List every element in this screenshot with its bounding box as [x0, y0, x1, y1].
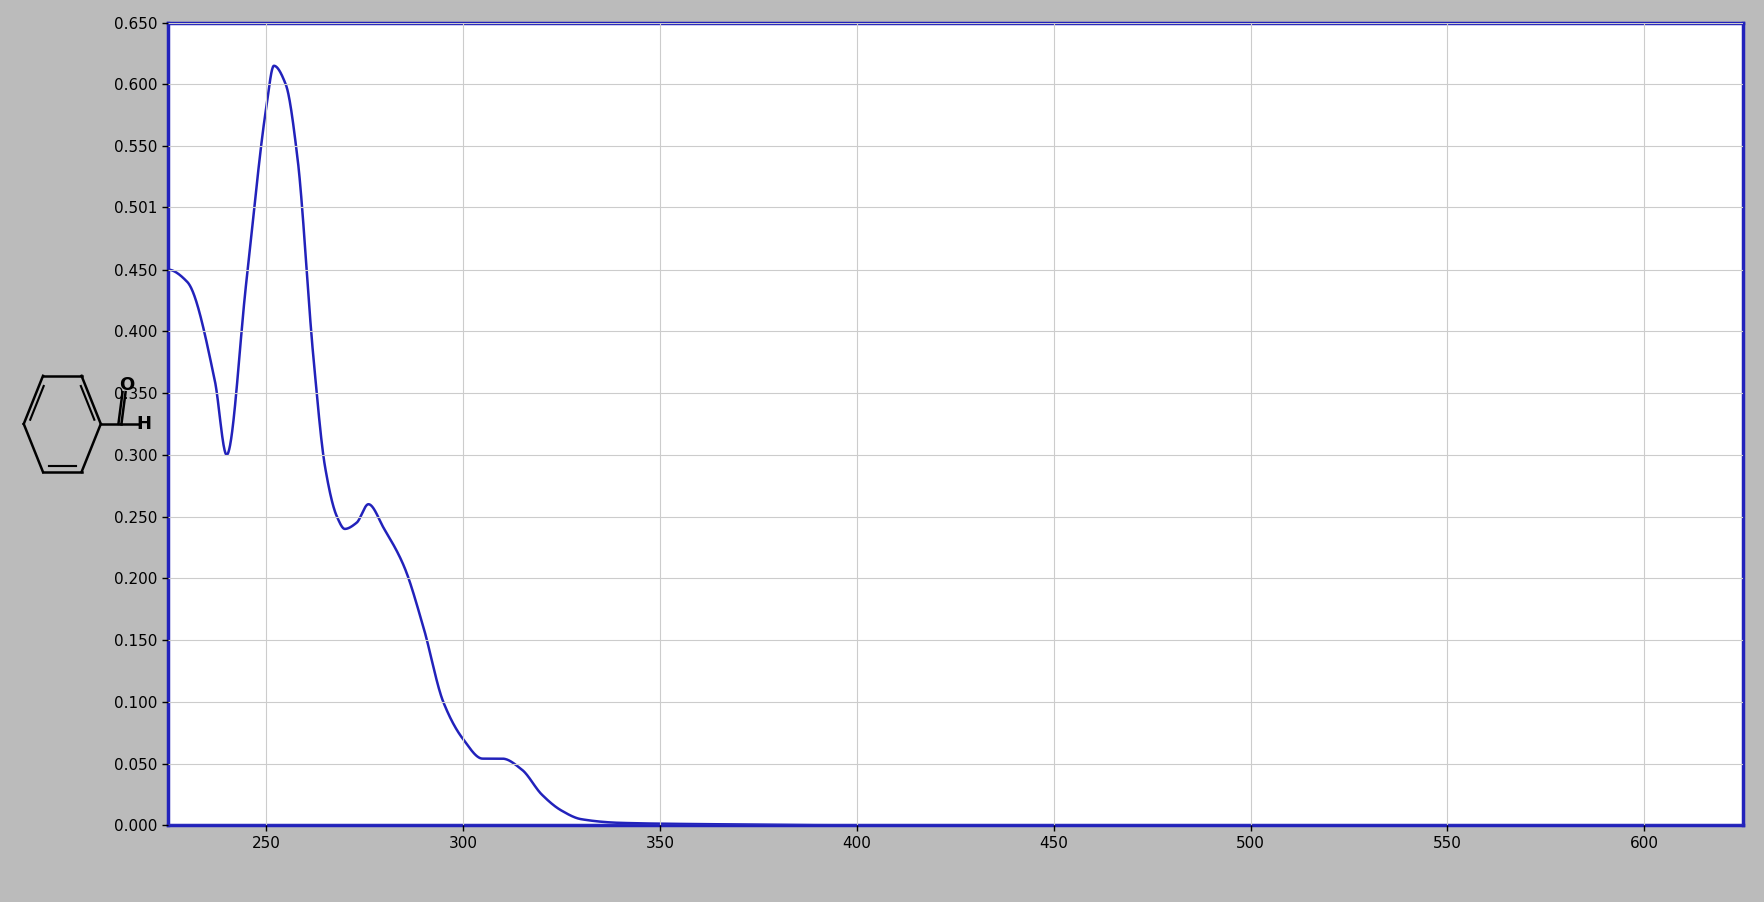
Text: O: O — [120, 376, 134, 394]
Text: H: H — [136, 415, 152, 433]
